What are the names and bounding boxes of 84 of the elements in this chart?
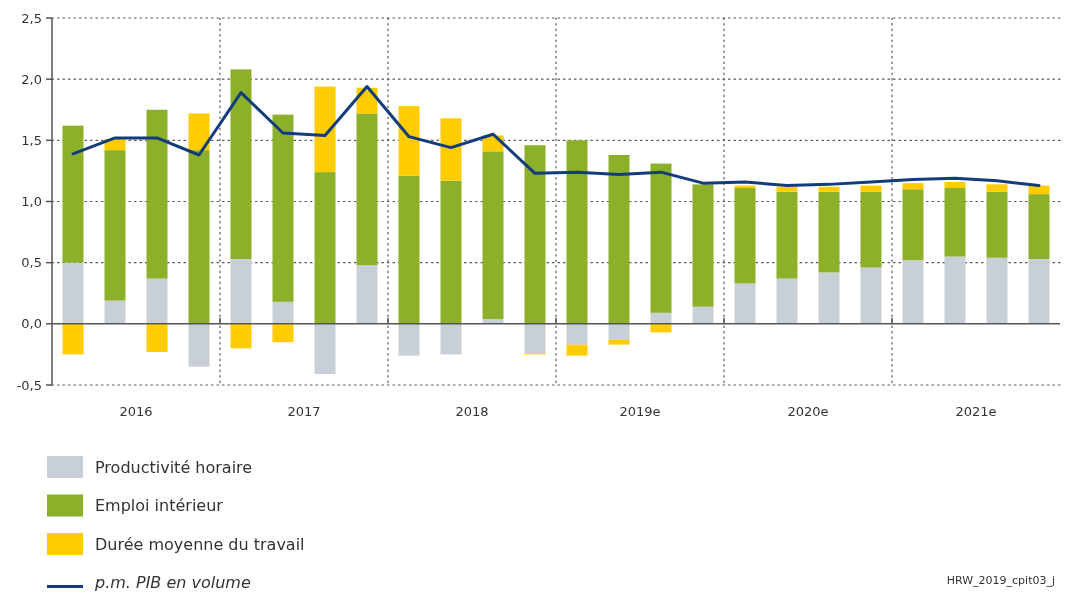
bar	[314, 86, 336, 173]
bar	[314, 172, 336, 324]
bar	[524, 323, 546, 354]
bar	[734, 188, 756, 284]
bar	[608, 323, 630, 340]
bar	[860, 267, 882, 324]
y-tick-label: 1,0	[21, 194, 42, 210]
bar	[104, 150, 126, 301]
bar	[776, 186, 798, 192]
bar	[398, 323, 420, 356]
bar	[440, 323, 462, 355]
text: HRW_2019_cpit03_j	[946, 574, 1055, 587]
bar	[818, 272, 840, 324]
bar	[146, 278, 168, 324]
bar	[230, 259, 252, 324]
bar	[62, 323, 84, 355]
bar	[776, 191, 798, 279]
bar	[608, 155, 630, 324]
bar	[818, 191, 840, 273]
bar	[230, 69, 252, 259]
x-tick-label: 2019e	[619, 404, 661, 419]
bar	[356, 265, 378, 324]
bar	[734, 283, 756, 324]
bar	[818, 186, 840, 192]
bar	[902, 260, 924, 324]
bar	[230, 323, 252, 349]
bar	[188, 150, 210, 324]
bar	[104, 139, 126, 151]
bar	[692, 184, 714, 307]
bar	[566, 344, 588, 356]
bar	[272, 301, 294, 324]
legend-label: Durée moyenne du travail	[95, 534, 305, 554]
bar	[986, 191, 1008, 258]
bar	[1028, 259, 1050, 324]
y-tick-label: 0,0	[21, 316, 42, 332]
y-tick-label: 2,0	[21, 71, 42, 87]
x-tick-label: 2018	[455, 404, 489, 419]
legend-label: Productivité horaire	[95, 457, 253, 477]
bar	[314, 323, 336, 374]
bar	[650, 312, 672, 324]
bar	[692, 306, 714, 324]
bar	[62, 262, 84, 324]
x-tick-label: 2020e	[787, 404, 829, 419]
x-tick-label: 2017	[287, 404, 321, 419]
x-tick-label: 2021e	[955, 404, 997, 419]
bar	[482, 151, 504, 319]
y-tick-label: 0,5	[21, 255, 42, 271]
bar	[860, 185, 882, 192]
bar	[398, 175, 420, 324]
bar	[62, 125, 84, 263]
bar	[944, 181, 966, 189]
y-tick-label: 1,5	[21, 132, 42, 148]
y-tick-label: -0,5	[16, 377, 42, 393]
bar	[902, 189, 924, 261]
bar	[188, 113, 210, 151]
y-tick-label: 2,5	[21, 10, 42, 26]
bar	[524, 145, 546, 324]
x-tick-label: 2016	[119, 404, 153, 419]
bar	[146, 323, 168, 352]
bar	[440, 118, 462, 181]
bar	[398, 106, 420, 176]
line-series	[71, 85, 1041, 188]
bar	[860, 191, 882, 268]
bar	[272, 114, 294, 302]
bar	[986, 257, 1008, 324]
bar	[1028, 194, 1050, 259]
bar	[188, 323, 210, 367]
bar	[440, 180, 462, 324]
bar	[566, 140, 588, 324]
legend-label: Emploi intérieur	[95, 496, 224, 516]
bar	[272, 323, 294, 343]
bar	[650, 163, 672, 313]
bar	[356, 113, 378, 266]
bar	[902, 183, 924, 190]
bar	[608, 339, 630, 345]
bar	[104, 300, 126, 324]
bar	[776, 278, 798, 324]
bar	[944, 188, 966, 257]
bar	[986, 184, 1008, 192]
bar	[566, 323, 588, 345]
legend-label: p.m. PIB en volume	[94, 573, 251, 593]
bar	[1028, 185, 1050, 195]
bar	[146, 109, 168, 279]
bar	[944, 256, 966, 324]
